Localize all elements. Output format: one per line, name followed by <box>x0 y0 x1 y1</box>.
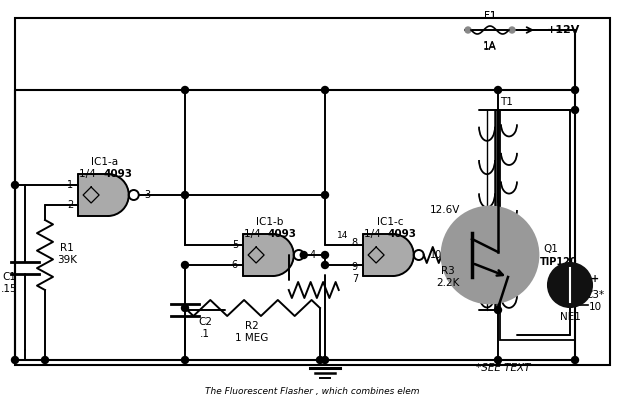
Text: .1: .1 <box>200 329 210 339</box>
Circle shape <box>571 87 579 93</box>
Text: 7: 7 <box>352 274 358 284</box>
Text: 1/4: 1/4 <box>364 229 384 239</box>
Text: *SEE TEXT: *SEE TEXT <box>476 363 530 373</box>
Text: 2: 2 <box>67 200 73 210</box>
Text: 2.2K: 2.2K <box>436 278 459 288</box>
Circle shape <box>509 27 515 33</box>
Text: F1: F1 <box>484 11 496 21</box>
Text: T1: T1 <box>500 97 513 107</box>
Text: IC1-b: IC1-b <box>256 217 284 227</box>
Circle shape <box>181 192 189 198</box>
Text: 4093: 4093 <box>103 169 132 179</box>
Text: IC1-c: IC1-c <box>377 217 403 227</box>
Circle shape <box>494 306 501 314</box>
Circle shape <box>494 356 501 363</box>
Circle shape <box>41 356 49 363</box>
Circle shape <box>494 87 501 93</box>
Text: .15: .15 <box>1 284 18 294</box>
Text: 8: 8 <box>352 238 358 248</box>
Text: C2: C2 <box>198 317 212 327</box>
Circle shape <box>181 304 189 312</box>
Text: 10: 10 <box>430 250 442 260</box>
Text: 6: 6 <box>232 260 238 270</box>
Text: 14: 14 <box>337 231 348 239</box>
Text: +12V: +12V <box>547 25 581 35</box>
Circle shape <box>181 87 189 93</box>
Text: F1: F1 <box>484 11 496 21</box>
Bar <box>15 18 610 365</box>
Circle shape <box>321 192 329 198</box>
Text: 12.6V: 12.6V <box>429 205 460 215</box>
Text: Q1: Q1 <box>543 244 558 254</box>
Circle shape <box>316 356 324 363</box>
Circle shape <box>571 356 579 363</box>
Text: 1: 1 <box>67 180 73 190</box>
Text: IC1-a: IC1-a <box>91 157 119 167</box>
Circle shape <box>321 261 329 269</box>
Text: C1: C1 <box>2 272 16 282</box>
Circle shape <box>548 263 592 307</box>
Bar <box>362 234 392 276</box>
Circle shape <box>300 251 308 259</box>
Text: The Fluorescent Flasher , which combines elem: The Fluorescent Flasher , which combines… <box>205 387 419 396</box>
Text: 39K: 39K <box>57 255 77 265</box>
Bar <box>500 110 575 340</box>
Polygon shape <box>107 174 129 216</box>
Circle shape <box>181 356 189 363</box>
Text: R1: R1 <box>60 243 74 253</box>
Text: NE1: NE1 <box>559 312 581 322</box>
Text: 10: 10 <box>589 302 601 312</box>
Text: 1A: 1A <box>483 42 497 52</box>
Text: 3: 3 <box>145 190 151 200</box>
Text: R2: R2 <box>245 321 259 331</box>
Text: 5: 5 <box>232 240 238 250</box>
Circle shape <box>465 27 471 33</box>
Text: R3: R3 <box>441 266 454 276</box>
Text: 4: 4 <box>310 250 316 260</box>
Circle shape <box>442 207 538 303</box>
Text: 1 MEG: 1 MEG <box>235 333 269 343</box>
Polygon shape <box>392 234 414 276</box>
Circle shape <box>571 107 579 113</box>
Bar <box>242 234 272 276</box>
Circle shape <box>321 356 329 363</box>
Text: 1A: 1A <box>483 41 497 51</box>
Bar <box>78 174 108 216</box>
Circle shape <box>11 356 19 363</box>
Text: TIP120: TIP120 <box>540 257 578 267</box>
Circle shape <box>321 251 329 259</box>
Circle shape <box>181 261 189 269</box>
Text: 4093: 4093 <box>388 229 417 239</box>
Polygon shape <box>272 234 294 276</box>
Circle shape <box>11 182 19 188</box>
Text: 1/4: 1/4 <box>244 229 264 239</box>
Circle shape <box>321 87 329 93</box>
Text: 1/4: 1/4 <box>79 169 99 179</box>
Text: +: + <box>591 274 599 284</box>
Text: 9: 9 <box>352 262 358 272</box>
Text: 4093: 4093 <box>268 229 297 239</box>
Text: C3*: C3* <box>586 290 604 300</box>
